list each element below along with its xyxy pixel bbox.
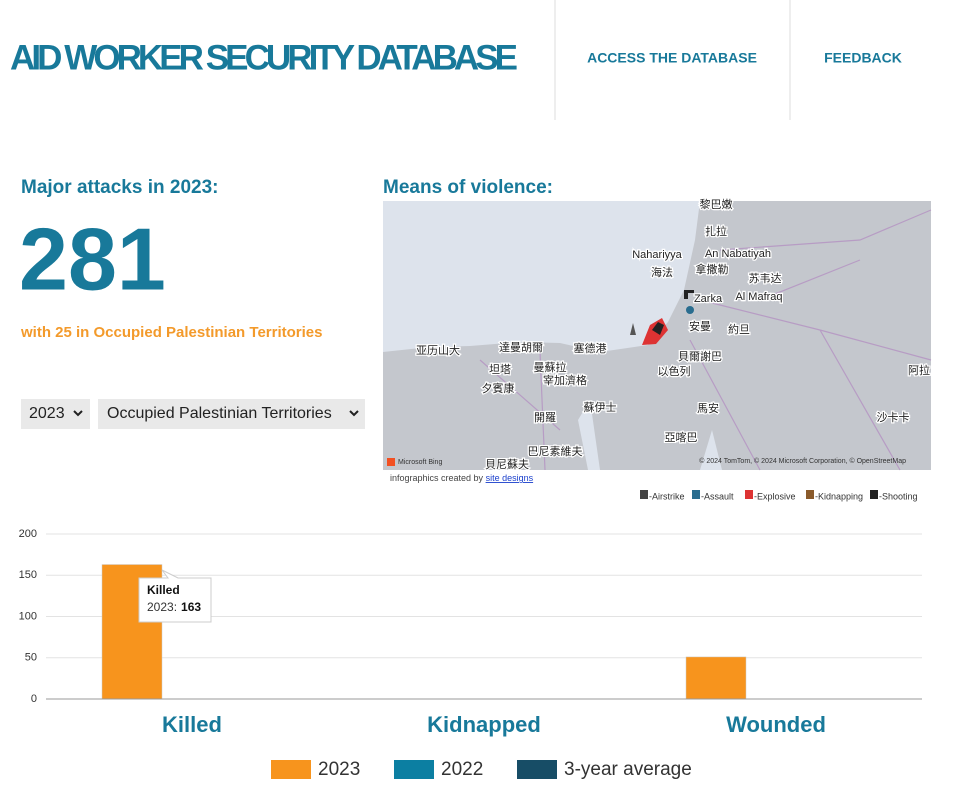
legend-icon (745, 490, 753, 499)
legend-label: 2023 (318, 759, 360, 780)
nav-link[interactable]: FEEDBACK (824, 50, 902, 66)
map-sea (383, 201, 700, 352)
place-label: 夕賓康 (482, 381, 515, 395)
map-legend-label: -Explosive (754, 491, 796, 501)
select-value[interactable]: Occupied Palestinian Territories (107, 405, 332, 422)
nav-link[interactable]: ACCESS THE DATABASE (587, 50, 757, 66)
place-label: 馬安 (697, 401, 719, 415)
bing-logo (387, 458, 395, 466)
map-heading: Means of violence: (383, 177, 553, 198)
place-label: 阿拉 (908, 363, 930, 377)
place-label: Zarka (694, 293, 723, 305)
site-title[interactable]: AID WORKER SECURITY DATABASE (10, 38, 518, 77)
map[interactable]: Microsoft Bing © 2024 TomTom, © 2024 Mic… (383, 196, 932, 472)
place-label: 以色列 (658, 364, 691, 378)
map-legend-label: -Kidnapping (815, 491, 863, 501)
place-label: 黎巴嫩 (700, 197, 733, 211)
y-tick-label: 0 (31, 693, 37, 705)
place-label: 海法 (651, 265, 673, 279)
place-label: 坦塔 (489, 362, 511, 376)
y-tick-label: 50 (25, 652, 37, 664)
legend-icon (692, 490, 700, 499)
map-credit: infographics created by site designs (390, 473, 534, 483)
map-sea (700, 430, 722, 470)
place-label: 拿撒勒 (696, 262, 729, 276)
place-label: 安曼 (689, 319, 711, 333)
select-box[interactable] (98, 399, 365, 429)
map-road (479, 209, 932, 471)
summary-heading: Major attacks in 2023: (21, 177, 218, 198)
select-arrow (349, 410, 359, 417)
place-label: 貝爾謝巴 (678, 349, 722, 363)
place-label: 亞喀巴 (665, 431, 698, 444)
place-label: Nahariyya (632, 249, 682, 261)
legend-label: 2022 (441, 759, 483, 780)
place-label: Al Mafraq (735, 291, 782, 303)
y-tick-label: 100 (19, 610, 37, 622)
place-label: 沙卡卡 (877, 411, 910, 424)
map-legend-label: -Shooting (879, 491, 918, 501)
y-tick-label: 150 (19, 569, 37, 581)
map-sea (578, 400, 600, 470)
legend-swatch (394, 760, 434, 779)
map-icon (686, 306, 694, 314)
bar (685, 656, 747, 700)
tooltip-title: Killed (147, 583, 180, 597)
place-label: 曼蘇拉 (534, 360, 567, 374)
legend-icon (870, 490, 878, 499)
place-label: 貝尼蘇夫 (485, 458, 529, 471)
x-tick-label: Wounded (726, 712, 826, 737)
credit-text: infographics created by (390, 473, 484, 483)
place-label: 亚历山大 (416, 343, 460, 357)
place-label: 巴尼素維夫 (528, 445, 583, 458)
map-icon (630, 323, 636, 335)
region-select[interactable]: Occupied Palestinian Territories (98, 399, 365, 429)
x-tick-label: Killed (162, 712, 222, 737)
place-label: 達曼胡爾 (499, 340, 543, 354)
map-legend: -Airstrike -Assault -Explosive -Kidnapping -… (640, 490, 918, 501)
place-label: 苏韦达 (749, 272, 782, 285)
y-tick-label: 200 (19, 528, 37, 540)
x-tick-label: Kidnapped (427, 712, 541, 737)
map-legend-label: -Assault (701, 491, 734, 501)
summary-note: with 25 in Occupied Palestinian Territor… (20, 324, 322, 341)
select-value[interactable]: 2023 (29, 405, 65, 422)
map-brand: Microsoft Bing (398, 459, 442, 466)
place-label: 扎拉 (705, 224, 727, 238)
credit-link[interactable]: site designs (486, 473, 534, 483)
legend-swatch (271, 760, 311, 779)
select-arrow (73, 410, 83, 417)
tooltip-value: 163 (181, 600, 201, 614)
attack-count: 281 (19, 209, 166, 308)
place-label: 開羅 (534, 411, 556, 424)
legend-label: 3-year average (564, 759, 692, 780)
bar-chart: 0 50 100 150 200 Killed Kidnapped Wounded 2023 20… (19, 528, 922, 780)
map-legend-label: -Airstrike (649, 491, 685, 501)
year-select[interactable]: 2023 (21, 399, 90, 429)
tooltip-body: 2023: 163 (147, 600, 201, 614)
legend-swatch (517, 760, 557, 779)
place-label: 塞德港 (574, 341, 607, 355)
place-label: 蘇伊士 (584, 401, 617, 414)
map-icon (652, 322, 664, 335)
legend-icon (806, 490, 814, 499)
legend-icon (640, 490, 648, 499)
place-label: 宰加濟格 (543, 373, 587, 387)
tooltip-box[interactable] (138, 569, 212, 623)
place-label: An Nabatiyah (705, 248, 771, 260)
place-label: 約旦 (728, 322, 750, 336)
map-attribution: © 2024 TomTom, © 2024 Microsoft Corporat… (699, 457, 906, 465)
tooltip-series: 2023: (147, 600, 177, 614)
map-icon (684, 290, 694, 299)
